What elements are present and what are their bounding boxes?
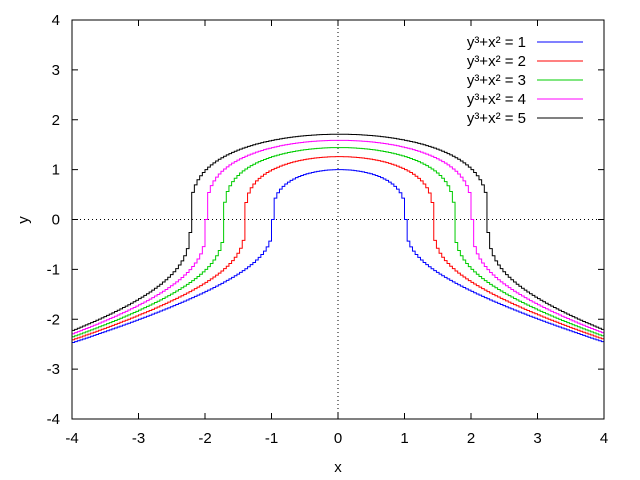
y-tick-label: -1 [47, 261, 60, 278]
legend-label-2: y³+x² = 2 [467, 53, 526, 70]
legend-label-1: y³+x² = 1 [467, 34, 526, 51]
y-tick-label: 4 [52, 12, 60, 29]
y-tick-label: 2 [52, 112, 60, 129]
series-line-5 [72, 133, 605, 331]
series-line-4 [72, 139, 605, 335]
legend-label-5: y³+x² = 5 [467, 110, 526, 127]
series-line-1 [72, 169, 605, 343]
y-tick-label: -4 [47, 411, 60, 428]
y-tick-label: 3 [52, 62, 60, 79]
x-tick-label: 3 [533, 430, 541, 447]
x-tick-label: 1 [400, 430, 408, 447]
series-layer [72, 133, 605, 343]
x-tick-label: 2 [467, 430, 475, 447]
series-line-2 [72, 156, 605, 341]
legend-label-3: y³+x² = 3 [467, 72, 526, 89]
x-tick-label: 0 [334, 430, 342, 447]
x-tick-label: -4 [65, 430, 78, 447]
x-tick-label: -1 [265, 430, 278, 447]
zero-lines [72, 20, 604, 419]
x-axis-label: x [334, 459, 342, 476]
y-tick-label: -3 [47, 361, 60, 378]
x-tick-label: -3 [132, 430, 145, 447]
y-tick-label: -2 [47, 311, 60, 328]
legend-label-4: y³+x² = 4 [467, 91, 526, 108]
y-axis-label: y [15, 216, 32, 224]
x-tick-label: 4 [600, 430, 608, 447]
ticks: -4 -3 -2 -1 0 1 2 3 4 -4 -3 -2 -1 0 1 2 3 4 [47, 12, 609, 447]
y-tick-label: 1 [52, 162, 60, 179]
series-line-3 [72, 147, 605, 338]
y-tick-label: 0 [52, 212, 60, 229]
legend: y³+x² = 1 y³+x² = 2 y³+x² = 3 y³+x² = 4 y³+x… [467, 34, 583, 127]
x-tick-label: -2 [198, 430, 211, 447]
